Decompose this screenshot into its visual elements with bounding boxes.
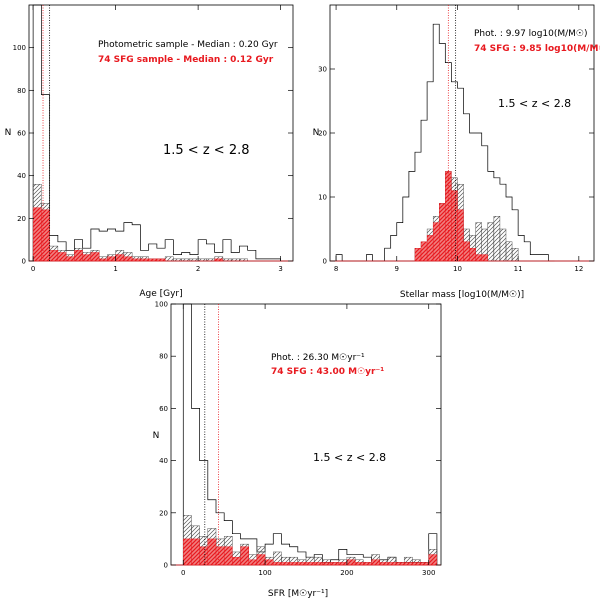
sfg-bar <box>123 256 133 262</box>
y-tick-label: 60 <box>159 405 168 413</box>
x-tick-label: 0 <box>31 265 35 273</box>
sfg-bar <box>199 546 209 566</box>
y-tick-label: 30 <box>318 66 327 74</box>
x-tick-label: 3 <box>278 265 282 273</box>
y-tick-label: 40 <box>17 172 26 180</box>
sfg-bar <box>223 546 233 566</box>
sfg-bar <box>264 559 274 566</box>
y-tick-label: 80 <box>159 353 168 361</box>
sfg-bar <box>232 556 241 566</box>
photometric-histogram-step <box>182 303 438 565</box>
sfg-bar <box>481 254 488 262</box>
sfg-bar <box>256 554 266 566</box>
panel-age-legend-sfg: 74 SFG sample - Median : 0.12 Gyr <box>98 55 274 65</box>
hatched-bar <box>499 228 507 262</box>
sfg-bar <box>371 559 380 566</box>
x-tick-label: 100 <box>258 569 271 577</box>
y-tick-label: 100 <box>13 44 26 52</box>
panel-mass-marks <box>330 5 594 262</box>
sfg-bar <box>82 254 92 262</box>
sfg-bar <box>49 250 59 262</box>
sfg-bar <box>191 538 200 566</box>
hatched-bar <box>511 247 519 262</box>
y-tick-label: 0 <box>323 258 327 266</box>
panel-mass-xlabel-text: Stellar mass [log10(M/M☉)] <box>400 290 524 300</box>
panel-sfr-marks <box>171 303 441 566</box>
hatched-bar <box>505 241 513 262</box>
sfg-bar <box>463 241 470 262</box>
y-tick-label: 0 <box>164 562 168 570</box>
panel-sfr-legend-sfg: 74 SFG : 43.00 M☉yr⁻¹ <box>271 367 384 377</box>
panel-age-marks <box>29 4 293 262</box>
sfg-bar <box>240 546 249 566</box>
sfg-bar <box>420 241 428 262</box>
y-tick-label: 10 <box>318 194 327 202</box>
panel-age-redshift-label: 1.5 < z < 2.8 <box>163 143 250 158</box>
sfg-bar <box>74 250 83 262</box>
sfg-bar <box>426 235 434 262</box>
sfg-bar <box>432 222 440 262</box>
panel-sfr-ylabel: N <box>153 431 160 441</box>
sfg-bar <box>90 252 100 262</box>
y-tick-label: 40 <box>159 457 168 465</box>
sfg-bar <box>439 203 446 262</box>
sfg-bar <box>451 190 458 262</box>
x-tick-label: 0 <box>181 569 185 577</box>
y-tick-label: 20 <box>318 130 327 138</box>
hatched-bar <box>493 215 501 262</box>
panel-mass-ylabel: N <box>313 128 320 138</box>
x-tick-label: 2 <box>196 265 200 273</box>
panel-mass-redshift-label: 1.5 < z < 2.8 <box>498 97 571 110</box>
x-tick-label: 1 <box>113 265 117 273</box>
x-tick-label: 10 <box>453 265 462 273</box>
panel-sfr-xlabel: SFR [M☉yr⁻¹] <box>268 589 328 599</box>
y-tick-label: 60 <box>17 130 26 138</box>
panel-mass-ticks: 8 9 10 11 12 0 10 20 30 <box>318 5 594 273</box>
panel-mass-legend-sfg: 74 SFG : 9.85 log10(M/M☉) <box>474 44 600 54</box>
sfg-bar <box>346 559 356 566</box>
x-tick-label: 12 <box>574 265 583 273</box>
x-tick-label: 200 <box>340 569 353 577</box>
sfg-bar <box>428 554 438 566</box>
x-tick-label: 8 <box>334 265 338 273</box>
panel-mass: 8 9 10 11 12 0 10 20 30 Stellar mass [log10(M/M☉… <box>313 4 600 300</box>
x-tick-label: 9 <box>395 265 399 273</box>
y-tick-label: 100 <box>155 301 168 309</box>
sfg-bar <box>207 538 217 566</box>
sfg-bar <box>414 247 422 262</box>
panel-age-xlabel: Age [Gyr] <box>139 289 182 299</box>
sfg-bar <box>475 254 482 262</box>
sfg-bar <box>32 207 42 262</box>
sfg-bar <box>248 559 258 566</box>
panel-mass-legend-photometric: Phot. : 9.97 log10(M/M☉) <box>474 29 588 39</box>
panel-sfr-frame <box>170 303 442 566</box>
sfg-bar <box>115 254 125 262</box>
panel-age: 0 1 2 3 0 20 40 60 80 100 Age [Gyr] N Photometric… <box>5 4 294 299</box>
panel-age-ticks: 0 1 2 3 0 20 40 60 80 100 <box>13 5 293 273</box>
sfg-bar <box>457 209 464 262</box>
y-tick-label: 0 <box>22 258 26 266</box>
sfg-bar <box>41 209 50 262</box>
sfg-bar <box>215 546 225 566</box>
x-tick-label: 11 <box>514 265 523 273</box>
panel-sfr: 0 100 200 300 0 20 40 60 80 100 SFR [M☉yr⁻¹] N Ph… <box>153 301 442 599</box>
y-tick-label: 80 <box>17 87 26 95</box>
panel-age-ylabel: N <box>5 128 12 138</box>
sfg-bar <box>469 247 476 262</box>
panel-sfr-legend-photometric: Phot. : 26.30 M☉yr⁻¹ <box>271 353 365 363</box>
y-tick-label: 20 <box>159 509 168 517</box>
panel-sfr-redshift-label: 1.5 < z < 2.8 <box>313 451 386 464</box>
x-tick-label: 300 <box>422 569 435 577</box>
hatched-bar <box>487 222 495 262</box>
sfg-bar <box>65 256 75 262</box>
hatched-bar <box>164 256 174 262</box>
sfg-bar <box>57 252 67 262</box>
y-tick-label: 20 <box>17 215 26 223</box>
sfg-bar <box>183 538 192 566</box>
panel-sfr-ticks: 0 100 200 300 0 20 40 60 80 100 <box>155 301 441 577</box>
panel-age-legend-photometric: Photometric sample - Median : 0.20 Gyr <box>98 40 278 50</box>
panel-mass-xlabel: Stellar mass [log10(M/M☉)] <box>400 290 524 300</box>
sfg-bar <box>107 256 116 262</box>
